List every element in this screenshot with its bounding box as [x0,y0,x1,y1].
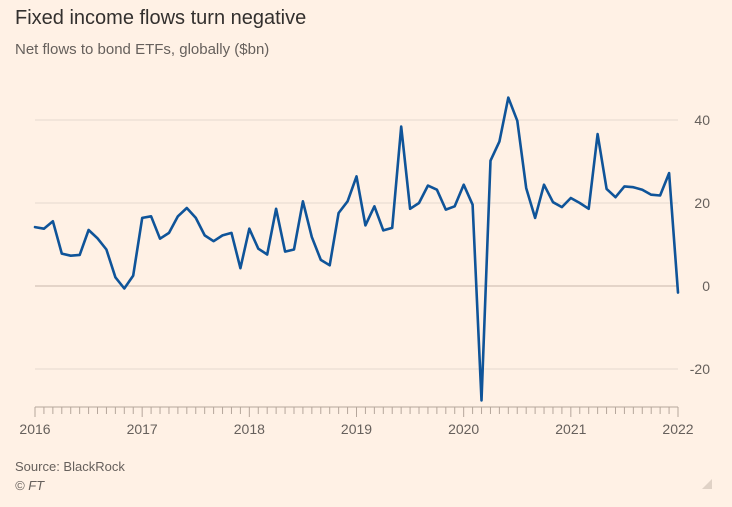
data-point [605,188,607,190]
data-point [114,276,116,278]
data-point [659,194,661,196]
data-point [159,237,161,239]
data-point [355,175,357,177]
data-point [570,197,572,199]
data-point [480,399,482,401]
data-point [123,287,125,289]
data-point [382,229,384,231]
data-point [462,184,464,186]
x-tick-label: 2021 [555,421,586,437]
data-point [266,253,268,255]
data-point [454,205,456,207]
data-point [409,208,411,210]
data-point [329,264,331,266]
y-tick-label: 20 [694,195,710,211]
data-point [87,229,89,231]
data-point [34,226,36,228]
data-point [543,184,545,186]
data-point [391,227,393,229]
data-point [552,201,554,203]
x-tick-label: 2020 [448,421,479,437]
data-point [132,274,134,276]
data-point [650,194,652,196]
data-point [293,248,295,250]
data-point [168,232,170,234]
data-point [311,236,313,238]
data-point [203,234,205,236]
data-point [632,186,634,188]
data-point [400,125,402,127]
data-point [668,172,670,174]
data-point [579,202,581,204]
x-tick-label: 2019 [341,421,372,437]
data-point [337,212,339,214]
y-tick-label: 0 [702,278,710,294]
x-tick-label: 2022 [662,421,693,437]
data-point [427,184,429,186]
data-point [150,215,152,217]
data-point [587,208,589,210]
data-point [346,200,348,202]
data-point [221,234,223,236]
data-point [516,120,518,122]
data-point [284,250,286,252]
data-point [641,189,643,191]
data-point [677,291,679,293]
data-point [186,207,188,209]
data-point [489,159,491,161]
data-point [105,248,107,250]
data-point [230,232,232,234]
data-point [623,185,625,187]
y-tick-label: -20 [690,361,710,377]
data-point [471,203,473,205]
data-point [141,217,143,219]
y-tick-label: 40 [694,112,710,128]
data-point [52,220,54,222]
data-point [70,255,72,257]
series-line [33,96,680,402]
data-point [195,217,197,219]
data-point [418,202,420,204]
chart-subtitle: Net flows to bond ETFs, globally ($bn) [15,41,270,58]
data-point [43,228,45,230]
data-point [525,187,527,189]
data-point [96,237,98,239]
data-point [436,189,438,191]
source-note: Source: BlackRock [15,459,125,474]
x-tick-label: 2017 [127,421,158,437]
resize-corner-icon [702,479,712,489]
x-tick-label: 2016 [19,421,50,437]
data-point [257,247,259,249]
data-point [364,224,366,226]
data-point [498,140,500,142]
data-point [561,206,563,208]
data-point [320,259,322,261]
data-point [507,96,509,98]
data-point [275,208,277,210]
data-point [78,254,80,256]
data-point [445,208,447,210]
x-tick-label: 2018 [234,421,265,437]
chart-title: Fixed income flows turn negative [15,7,307,29]
data-point [239,267,241,269]
data-point [248,228,250,230]
data-point [373,205,375,207]
data-point [177,215,179,217]
data-point [212,240,214,242]
data-point [61,252,63,254]
data-point [302,200,304,202]
data-point [534,217,536,219]
ft-credit: © FT [15,478,45,493]
data-point [596,133,598,135]
data-point [614,196,616,198]
